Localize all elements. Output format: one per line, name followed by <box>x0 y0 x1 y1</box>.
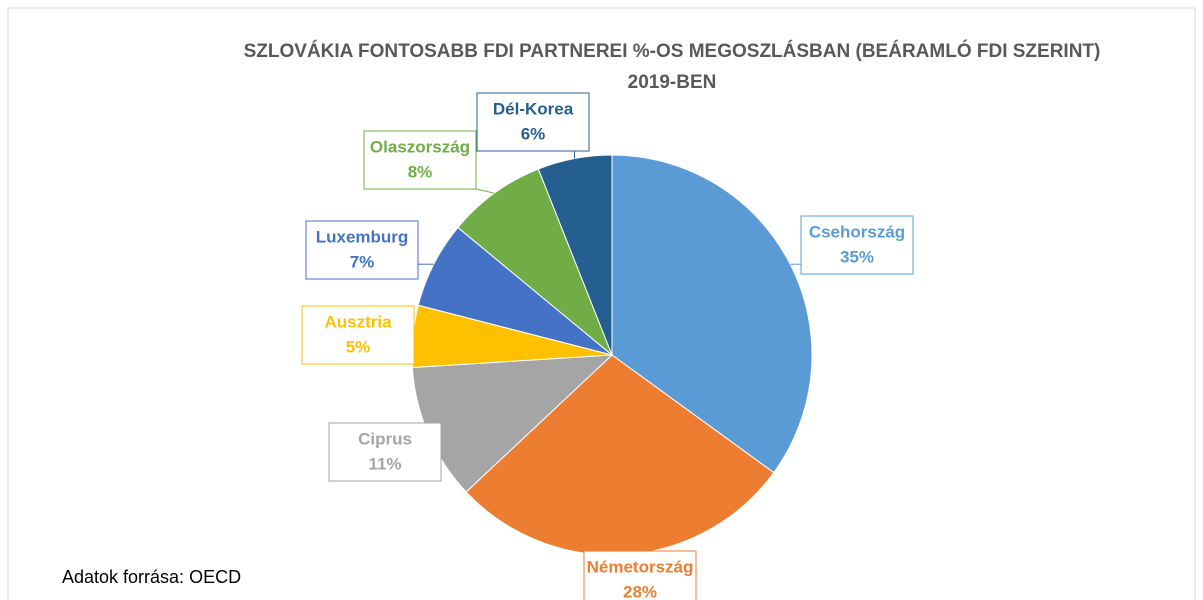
category-label: Németország <box>587 557 694 576</box>
value-label: 5% <box>346 337 371 356</box>
source-note: Adatok forrása: OECD <box>62 567 242 587</box>
label-box <box>363 130 477 190</box>
pie-slice <box>457 168 613 356</box>
category-label: Olaszország <box>370 137 470 156</box>
label-box <box>301 305 415 365</box>
category-label: Dél-Korea <box>493 99 574 118</box>
value-label: 28% <box>623 582 657 600</box>
label-box <box>583 550 697 600</box>
label-box <box>476 92 590 152</box>
value-label: 35% <box>840 247 874 266</box>
value-label: 11% <box>368 454 401 473</box>
label-box <box>328 422 442 482</box>
category-label: Luxemburg <box>316 227 409 246</box>
pie-slice <box>611 154 813 474</box>
value-label: 7% <box>350 252 375 271</box>
chart-title: SZLOVÁKIA FONTOSABB FDI PARTNEREI %-OS M… <box>243 41 1101 93</box>
category-label: Ausztria <box>324 312 392 331</box>
category-label: Csehország <box>809 222 905 241</box>
category-label: Ciprus <box>358 429 412 448</box>
value-label: 8% <box>408 162 433 181</box>
value-label: 6% <box>521 124 546 143</box>
label-box <box>800 215 914 275</box>
label-box <box>305 220 419 280</box>
leader-line <box>475 188 495 194</box>
chart-border <box>7 7 1196 600</box>
pie-slice <box>537 154 613 356</box>
